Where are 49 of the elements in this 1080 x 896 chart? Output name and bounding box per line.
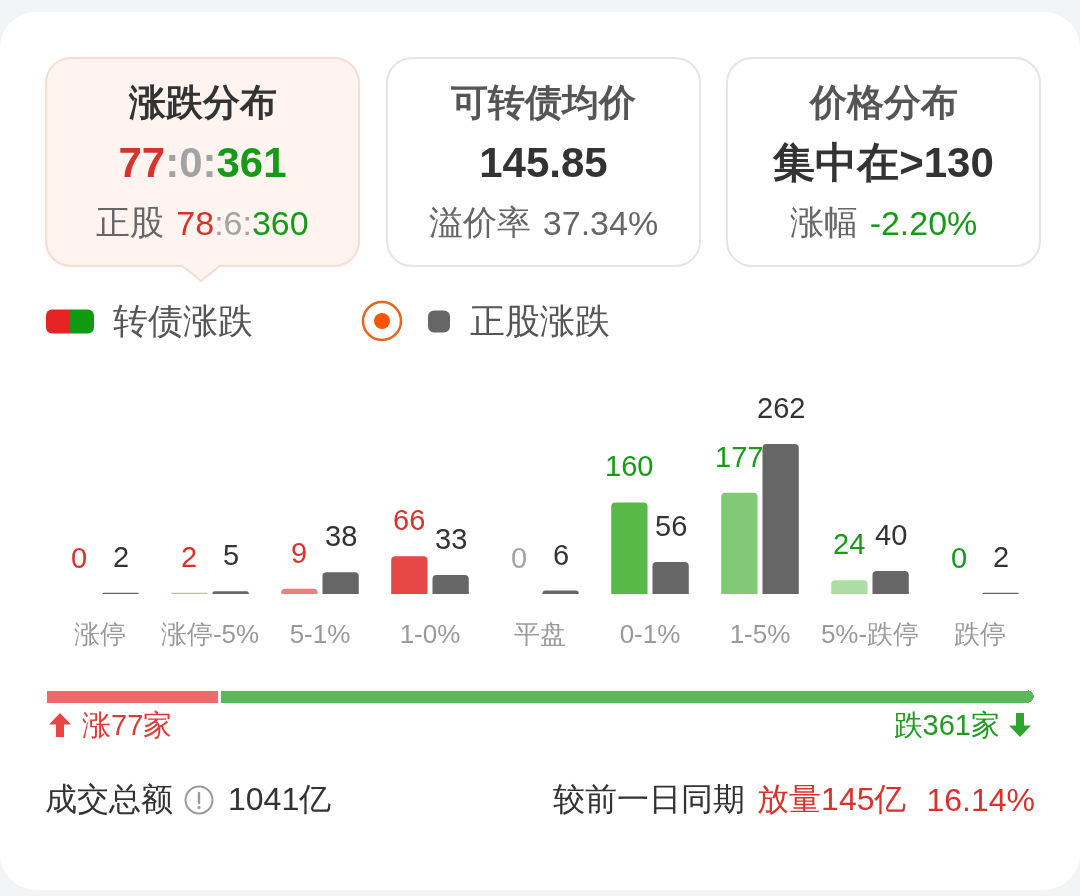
x-tick-label: 跌停	[954, 619, 1006, 649]
bar	[281, 588, 318, 594]
bar	[721, 492, 758, 594]
text: 成交总额	[45, 780, 173, 819]
data-label: 跌361家	[893, 708, 1000, 742]
x-tick-label: 5-1%	[289, 619, 351, 649]
data-label: 0	[71, 542, 88, 574]
tab-card: 价格分布 集中在>130 涨幅 -2.20%	[726, 57, 1041, 267]
bar	[322, 572, 359, 594]
x-tick-label: 平盘	[514, 619, 566, 649]
data-label: 5	[223, 539, 240, 571]
data-label: 2	[181, 541, 198, 573]
x-tick-label: 0-1%	[619, 619, 681, 649]
data-label: 56	[655, 510, 688, 542]
data-label: 24	[833, 528, 866, 560]
data-label: 0	[511, 542, 528, 574]
bar	[611, 502, 648, 594]
data-label: 涨77家	[82, 708, 173, 742]
data-label: 33	[435, 523, 468, 555]
data-label: 160	[605, 450, 654, 482]
x-tick-label: 1-5%	[729, 619, 791, 649]
x-tick-label: 5%-跌停	[820, 619, 920, 649]
data-label: 9	[291, 537, 308, 569]
text: 放量145亿	[757, 780, 907, 819]
bar	[432, 575, 469, 594]
x-tick-label: 涨停-5%	[160, 619, 260, 649]
tab-card: 可转债均价 145.85 溢价率 37.34%	[386, 57, 701, 267]
data-label: 38	[325, 520, 358, 552]
bar	[762, 444, 799, 594]
data-label: 2	[993, 541, 1010, 573]
bar	[652, 561, 689, 594]
data-label: 66	[393, 504, 426, 536]
data-label: 2	[113, 541, 130, 573]
text: 1041亿	[228, 780, 332, 819]
x-tick-label: 1-0%	[399, 619, 461, 649]
bar	[212, 591, 249, 594]
data-label: 177	[715, 441, 764, 473]
text: 16.14%	[926, 781, 1035, 819]
bar	[391, 556, 428, 594]
bar	[831, 580, 868, 594]
x-tick-label: 涨停	[74, 619, 126, 649]
legend-label: 正股涨跌	[470, 300, 610, 340]
data-label: 40	[875, 519, 908, 551]
data-label: 6	[553, 539, 570, 571]
data-label: 262	[757, 392, 806, 424]
bar	[872, 571, 909, 594]
text: 较前一日同期	[553, 780, 746, 819]
legend-label: 转债涨跌	[113, 300, 253, 340]
data-label: 0	[951, 542, 968, 574]
